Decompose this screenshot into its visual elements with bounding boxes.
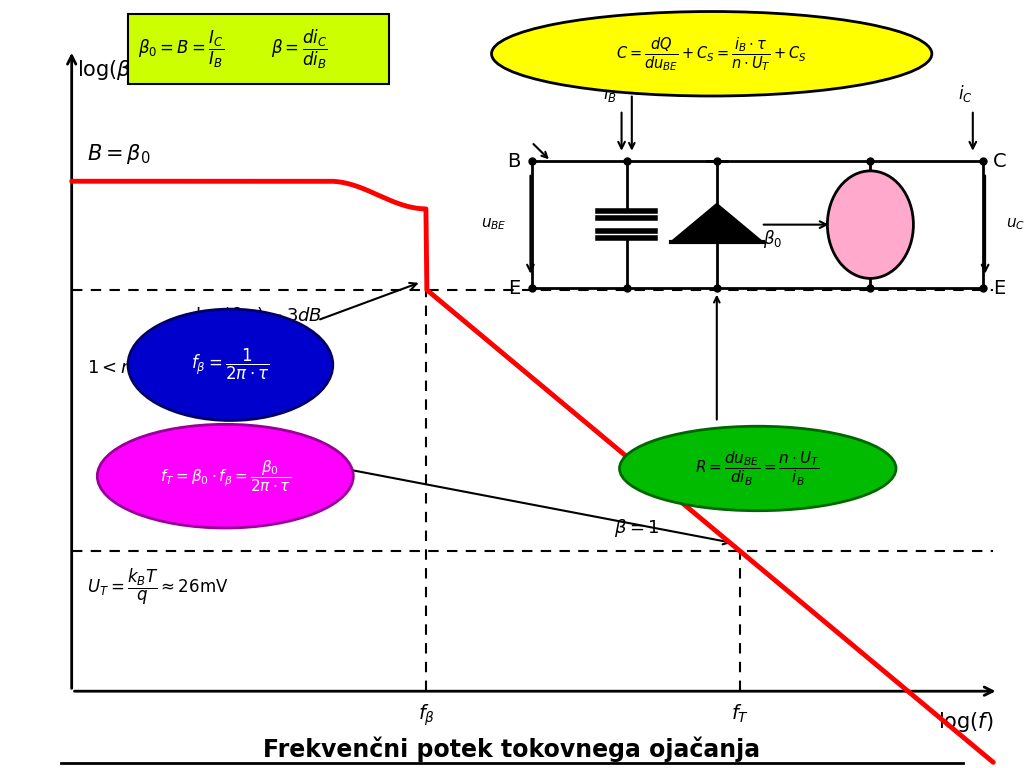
Text: $f_T$: $f_T$ — [731, 703, 749, 725]
Text: $i_C$: $i_C$ — [958, 83, 973, 104]
Text: $f_\beta$: $f_\beta$ — [418, 703, 435, 728]
Ellipse shape — [620, 426, 896, 511]
Ellipse shape — [97, 424, 353, 528]
Text: $1<n<2$: $1<n<2$ — [87, 359, 166, 377]
Text: $i_B$: $i_B$ — [602, 83, 616, 104]
Text: E: E — [508, 279, 520, 297]
Text: $\beta_0=B=\dfrac{I_C}{I_B}$: $\beta_0=B=\dfrac{I_C}{I_B}$ — [138, 28, 224, 70]
Text: $\log(f)$: $\log(f)$ — [938, 710, 993, 734]
Text: $\log(\beta_-)-3dB$: $\log(\beta_-)-3dB$ — [195, 305, 322, 327]
FancyBboxPatch shape — [128, 14, 389, 84]
Text: $U_T=\dfrac{k_B T}{q}\approx 26\mathrm{mV}$: $U_T=\dfrac{k_B T}{q}\approx 26\mathrm{m… — [87, 566, 228, 607]
Text: $u_{CE}$: $u_{CE}$ — [1006, 217, 1024, 233]
Ellipse shape — [827, 171, 913, 279]
Text: C: C — [993, 152, 1007, 170]
Text: B: B — [507, 152, 520, 170]
Text: Frekvenčni potek tokovnega ojačanja: Frekvenčni potek tokovnega ojačanja — [263, 736, 761, 762]
Text: $f_T=\beta_0\cdot f_\beta=\dfrac{\beta_0}{2\pi\cdot\tau}$: $f_T=\beta_0\cdot f_\beta=\dfrac{\beta_0… — [160, 458, 291, 494]
Text: E: E — [993, 279, 1006, 297]
Text: $B=\beta_0$: $B=\beta_0$ — [87, 142, 151, 166]
Text: $C=\dfrac{dQ}{du_{BE}}+C_S=\dfrac{i_B\cdot\tau}{n\cdot U_T}+C_S$: $C=\dfrac{dQ}{du_{BE}}+C_S=\dfrac{i_B\cd… — [616, 35, 807, 73]
Text: $\beta=1$: $\beta=1$ — [614, 518, 659, 539]
Polygon shape — [671, 204, 763, 242]
Text: $\log(\beta)$: $\log(\beta)$ — [77, 58, 138, 81]
Text: $R=\dfrac{du_{BE}}{di_B}=\dfrac{n\cdot U_T}{i_B}$: $R=\dfrac{du_{BE}}{di_B}=\dfrac{n\cdot U… — [695, 449, 820, 488]
Ellipse shape — [128, 309, 333, 421]
Text: $f_\beta=\dfrac{1}{2\pi\cdot\tau}$: $f_\beta=\dfrac{1}{2\pi\cdot\tau}$ — [191, 347, 269, 382]
Text: $\beta_0$: $\beta_0$ — [763, 229, 782, 250]
Ellipse shape — [492, 12, 932, 96]
Text: $u_{BE}$: $u_{BE}$ — [481, 217, 507, 233]
Text: $\beta=\dfrac{di_C}{di_B}$: $\beta=\dfrac{di_C}{di_B}$ — [271, 28, 328, 71]
